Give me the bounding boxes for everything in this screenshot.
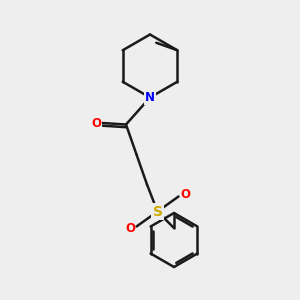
Text: S: S <box>152 205 163 218</box>
Text: N: N <box>145 91 155 104</box>
Text: O: O <box>125 222 135 236</box>
Text: O: O <box>91 116 101 130</box>
Text: O: O <box>180 188 190 201</box>
